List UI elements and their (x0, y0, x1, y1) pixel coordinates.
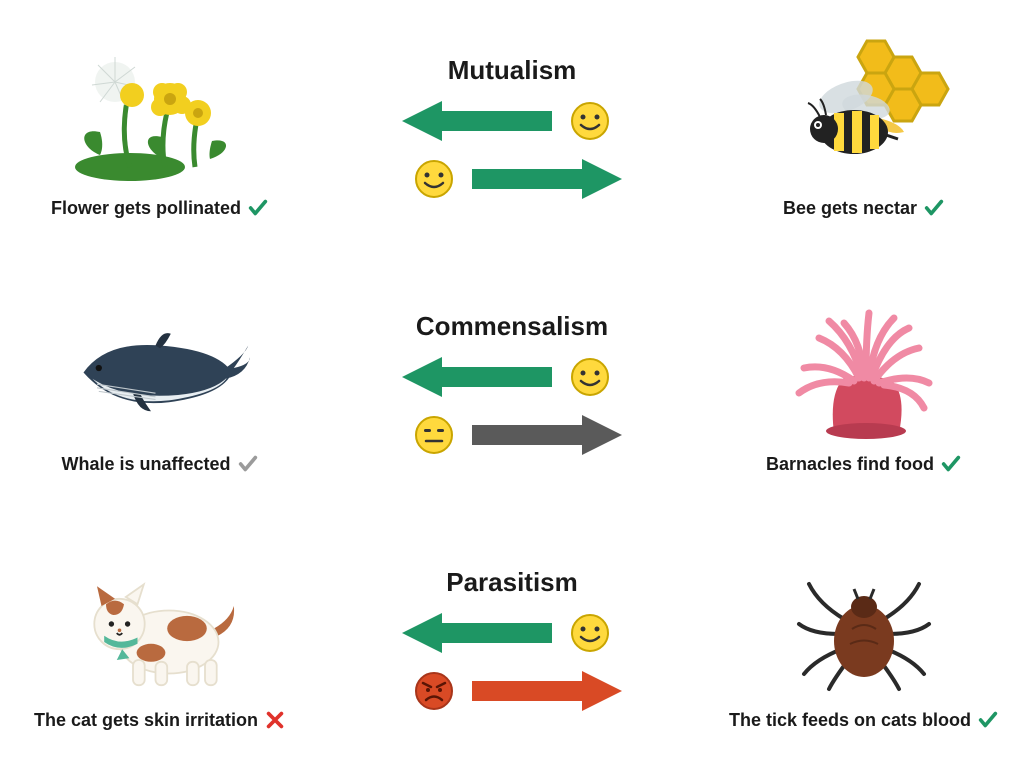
mutualism-left-caption: Flower gets pollinated (51, 197, 269, 219)
check-icon (940, 453, 962, 475)
commensalism-left-caption: Whale is unaffected (61, 453, 258, 475)
arrow-right-icon (472, 676, 622, 706)
parasitism-right-caption: The tick feeds on cats blood (729, 709, 999, 731)
check-icon (977, 709, 999, 731)
mutualism-right-caption: Bee gets nectar (783, 197, 945, 219)
check-icon (247, 197, 269, 219)
caption-text: The cat gets skin irritation (34, 710, 258, 731)
arrow-left-icon (402, 618, 552, 648)
caption-text: Barnacles find food (766, 454, 934, 475)
caption-text: The tick feeds on cats blood (729, 710, 971, 731)
commensalism-center-cell: Commensalism (320, 256, 704, 512)
caption-text: Flower gets pollinated (51, 198, 241, 219)
mutualism-title: Mutualism (448, 55, 577, 86)
parasitism-title: Parasitism (446, 567, 578, 598)
mutualism-center-cell: Mutualism (320, 0, 704, 256)
bee-illus (774, 37, 954, 187)
commensalism-left-cell: Whale is unaffected (0, 256, 320, 512)
arrow-right-icon (472, 420, 622, 450)
parasitism-center-cell: Parasitism (320, 512, 704, 768)
mutualism-left-cell: Flower gets pollinated (0, 0, 320, 256)
happy-face-icon (414, 159, 454, 199)
arrow-left-icon (402, 106, 552, 136)
angry-face-icon (414, 671, 454, 711)
neutral-face-icon (414, 415, 454, 455)
cat-illus (70, 549, 250, 699)
parasitism-arrows (402, 610, 622, 714)
tick-illus (774, 549, 954, 699)
happy-face-icon (570, 613, 610, 653)
check-icon (923, 197, 945, 219)
parasitism-left-cell: The cat gets skin irritation (0, 512, 320, 768)
neutral-check-icon (237, 453, 259, 475)
commensalism-right-cell: Barnacles find food (704, 256, 1024, 512)
whale-illus (70, 293, 250, 443)
flower-illus (70, 37, 250, 187)
cross-icon (264, 709, 286, 731)
parasitism-right-cell: The tick feeds on cats blood (704, 512, 1024, 768)
arrow-left-icon (402, 362, 552, 392)
arrow-right-icon (472, 164, 622, 194)
mutualism-right-cell: Bee gets nectar (704, 0, 1024, 256)
caption-text: Bee gets nectar (783, 198, 917, 219)
caption-text: Whale is unaffected (61, 454, 230, 475)
commensalism-right-caption: Barnacles find food (766, 453, 962, 475)
commensalism-title: Commensalism (416, 311, 608, 342)
symbiosis-grid: Flower gets pollinated Mutualism (0, 0, 1024, 768)
happy-face-icon (570, 101, 610, 141)
happy-face-icon (570, 357, 610, 397)
parasitism-left-caption: The cat gets skin irritation (34, 709, 286, 731)
commensalism-arrows (402, 354, 622, 458)
mutualism-arrows (402, 98, 622, 202)
anemone-illus (774, 293, 954, 443)
